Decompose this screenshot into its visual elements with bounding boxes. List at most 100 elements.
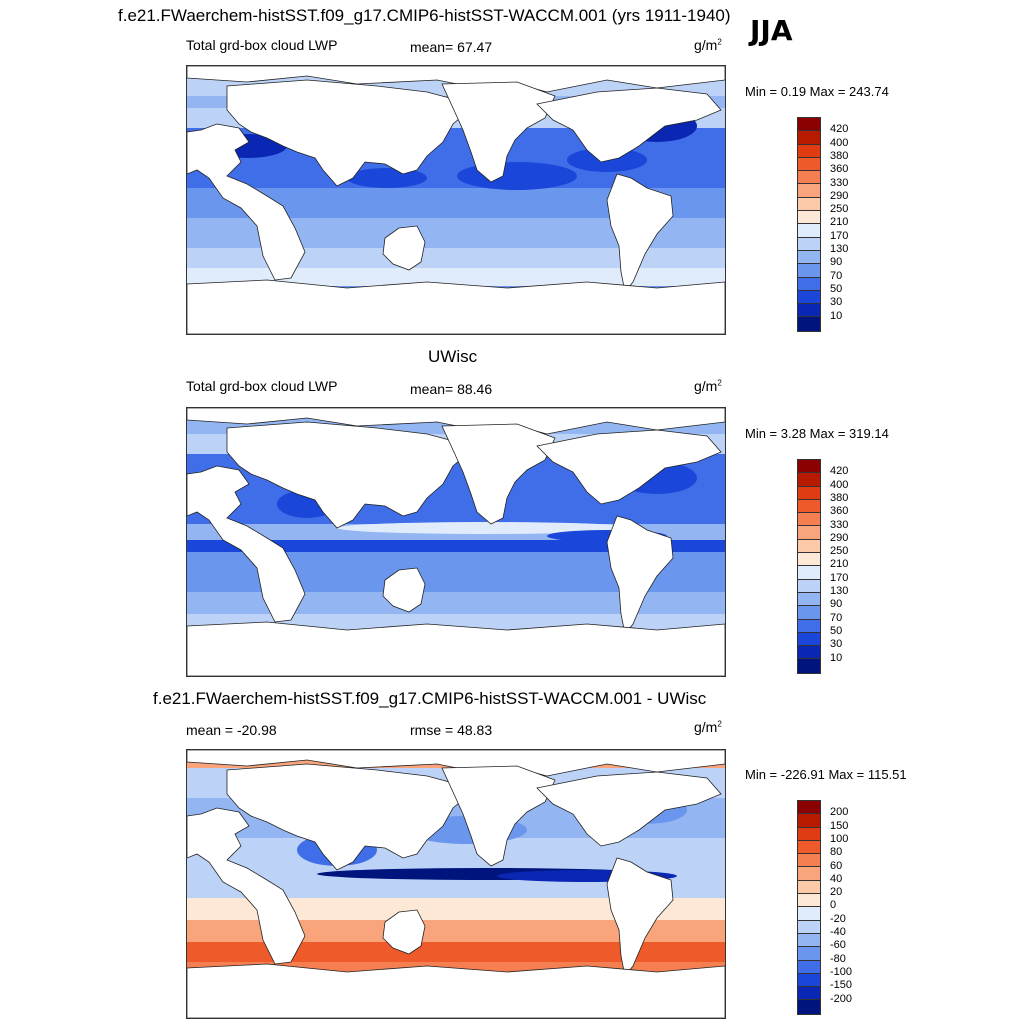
continent-outline xyxy=(187,465,306,623)
colorbar-segment xyxy=(798,131,820,145)
colorbar-tick-label: 420 xyxy=(830,123,849,136)
panel-left-label: Total grd-box cloud LWP xyxy=(186,37,338,53)
colorbar-segment xyxy=(798,211,820,225)
colorbar-segment xyxy=(798,237,820,251)
colorbar-segment xyxy=(798,814,820,828)
field-band xyxy=(187,268,725,286)
colorbar-segment xyxy=(798,304,820,318)
colorbar-segment xyxy=(798,460,820,474)
colorbar-segment xyxy=(798,277,820,291)
colorbar-segment xyxy=(798,867,820,881)
colorbar-segment xyxy=(798,920,820,934)
panel-rmse-label: rmse = 48.83 xyxy=(410,722,493,738)
colorbar-tick-label: 10 xyxy=(830,309,843,322)
panel-mean-label: mean= 67.47 xyxy=(410,39,493,55)
colorbar-tick-label: 30 xyxy=(830,638,843,651)
colorbar-segment xyxy=(798,619,820,633)
continent-outline xyxy=(187,621,725,676)
colorbar-segment xyxy=(798,880,820,895)
continent-outline xyxy=(536,771,722,847)
colorbar-segment xyxy=(798,592,820,607)
colorbar-tick-label: 40 xyxy=(830,872,843,885)
colorbar-tick-label: 250 xyxy=(830,203,849,216)
colorbar-segment xyxy=(798,1000,820,1014)
colorbar-tick-label: 170 xyxy=(830,571,849,584)
panel-left-label: mean = -20.98 xyxy=(186,722,277,738)
colorbar-tick-label: 380 xyxy=(830,491,849,504)
colorbar-tick-label: 400 xyxy=(830,478,849,491)
colorbar-tick-label: -200 xyxy=(830,992,853,1005)
field-band xyxy=(187,248,725,268)
colorbar-tick-label: 130 xyxy=(830,243,849,255)
colorbar-tick-label: 380 xyxy=(830,149,849,162)
colorbar-tick-label: -20 xyxy=(830,912,846,925)
continent-outline xyxy=(382,909,426,955)
field-band xyxy=(187,540,725,552)
colorbar-tick-label: 20 xyxy=(830,886,843,899)
colorbar-segment xyxy=(798,933,820,948)
colorbar-segment xyxy=(798,894,820,908)
colorbar-segment xyxy=(798,144,820,158)
colorbar-segment xyxy=(798,854,820,868)
panel-mean-label: mean= 88.46 xyxy=(410,381,493,397)
colorbar-tick-label: 30 xyxy=(830,296,843,309)
section-title-diff: f.e21.FWaerchem-histSST.f09_g17.CMIP6-hi… xyxy=(153,689,707,708)
colorbar-segment xyxy=(798,579,820,593)
colorbar-segment xyxy=(798,947,820,961)
field-feature xyxy=(457,162,577,190)
colorbar-tick-label: 200 xyxy=(830,806,849,819)
colorbar-tick-label: 150 xyxy=(830,819,849,832)
colorbar-tick-label: 290 xyxy=(830,531,849,544)
colorbar-segment xyxy=(798,184,820,198)
colorbar-tick-label: 170 xyxy=(830,229,849,242)
colorbar-tick-label: 210 xyxy=(830,216,849,229)
main-title: f.e21.FWaerchem-histSST.f09_g17.CMIP6-hi… xyxy=(118,6,731,25)
colorbar-obs xyxy=(797,459,821,674)
continent-outline xyxy=(187,807,306,965)
colorbar-tick-label: 420 xyxy=(830,465,849,478)
colorbar-segment xyxy=(798,539,820,554)
continent-outline xyxy=(441,765,556,867)
colorbar-segment xyxy=(798,801,820,815)
panel-left-label: Total grd-box cloud LWP xyxy=(186,378,338,394)
colorbar-segment xyxy=(798,632,820,647)
panel-units: g/m2 xyxy=(694,719,722,735)
colorbar-segment xyxy=(798,973,820,988)
continent-outline xyxy=(187,279,725,334)
colorbar-tick-label: 50 xyxy=(830,282,843,295)
continent-outline xyxy=(606,173,674,293)
continent-outline xyxy=(187,963,725,1018)
continent-outline xyxy=(606,857,674,977)
colorbar-segment xyxy=(798,250,820,265)
colorbar-tick-label: 100 xyxy=(830,832,849,845)
colorbar-segment xyxy=(798,566,820,580)
colorbar-tick-label: 80 xyxy=(830,846,843,859)
colorbar-tick-label: 360 xyxy=(830,163,849,176)
continent-outline xyxy=(606,515,674,635)
colorbar-segment xyxy=(798,840,820,855)
continent-outline xyxy=(536,87,722,163)
field-feature xyxy=(347,168,427,188)
colorbar-diff xyxy=(797,800,821,1015)
colorbar-tick-label: 70 xyxy=(830,611,843,624)
colorbar-segment xyxy=(798,118,820,132)
colorbar-segment xyxy=(798,513,820,527)
colorbar-tick-label: 70 xyxy=(830,269,843,282)
field-band xyxy=(187,898,725,920)
colorbar-segment xyxy=(798,827,820,841)
section-title-obs: UWisc xyxy=(428,347,478,366)
colorbar-tick-label: 0 xyxy=(830,899,837,912)
colorbar-segment xyxy=(798,499,820,514)
colorbar-tick-label: 60 xyxy=(830,859,843,872)
colorbar-segment xyxy=(798,960,820,974)
season-label: JJA xyxy=(750,14,793,47)
colorbar-segment xyxy=(798,157,820,172)
colorbar-tick-label: 90 xyxy=(830,256,843,269)
colorbar-tick-label: 50 xyxy=(830,624,843,637)
colorbar-tick-label: 130 xyxy=(830,585,849,597)
colorbar-tick-label: -60 xyxy=(830,939,846,952)
field-band xyxy=(187,920,725,942)
panel-minmax: Min = 0.19 Max = 243.74 xyxy=(745,84,889,99)
continent-outline xyxy=(441,81,556,183)
colorbar-segment xyxy=(798,987,820,1001)
